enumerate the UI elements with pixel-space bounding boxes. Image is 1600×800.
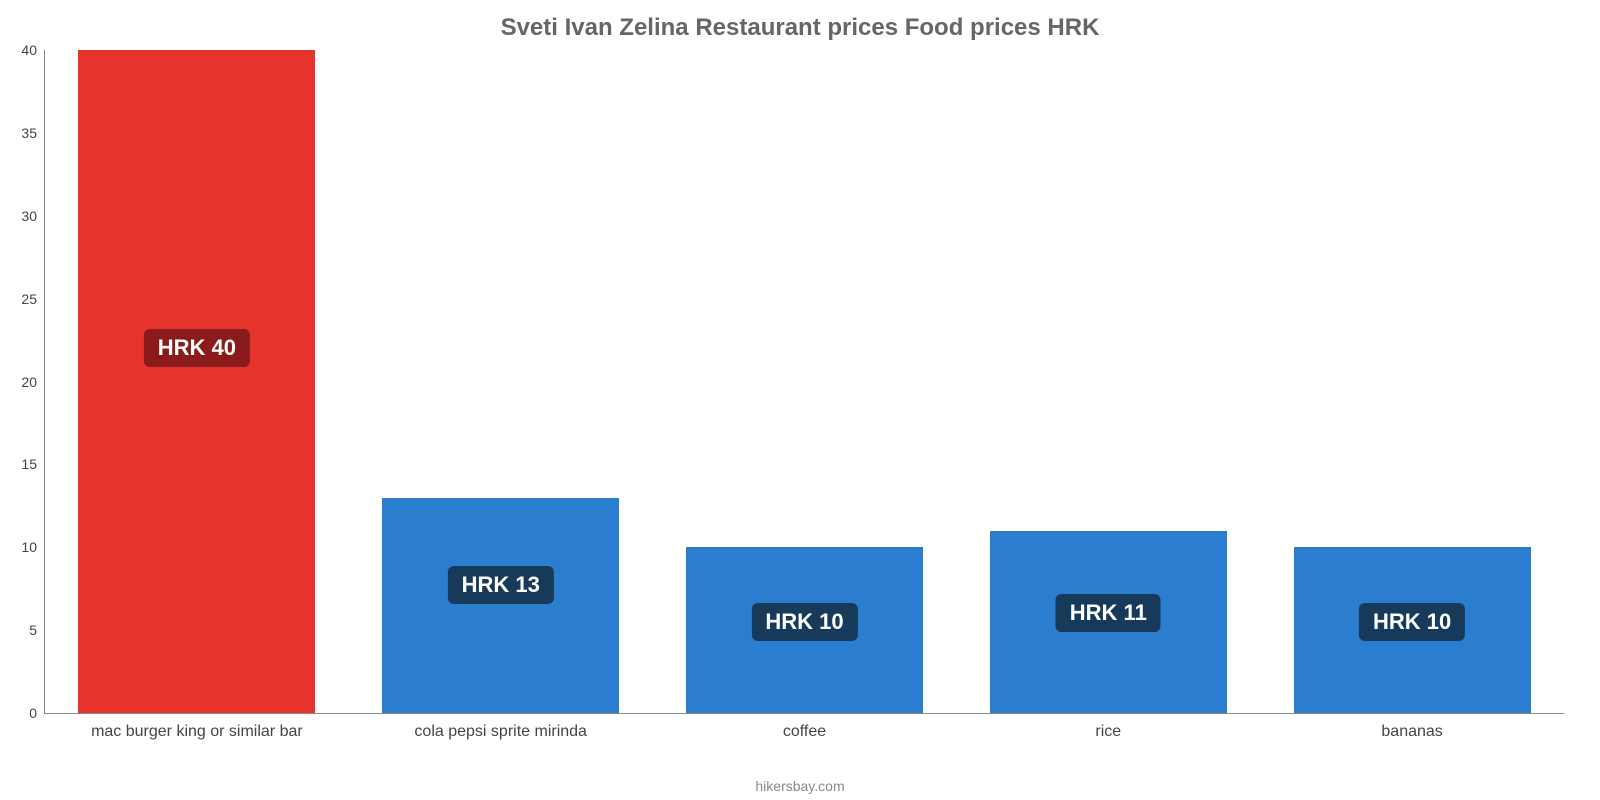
y-tick-label: 35 — [21, 125, 45, 141]
y-tick-label: 10 — [21, 539, 45, 555]
category-label: cola pepsi sprite mirinda — [414, 713, 587, 741]
value-badge: HRK 11 — [1056, 594, 1161, 632]
value-badge: HRK 10 — [1359, 603, 1465, 641]
y-tick-label: 15 — [21, 456, 45, 472]
y-tick-label: 20 — [21, 374, 45, 390]
chart-title: Sveti Ivan Zelina Restaurant prices Food… — [0, 14, 1600, 42]
y-tick-label: 40 — [21, 42, 45, 58]
category-label: rice — [1095, 713, 1121, 741]
category-label: mac burger king or similar bar — [91, 713, 303, 741]
chart-footer: hikersbay.com — [0, 778, 1600, 794]
plot-area: 0510152025303540mac burger king or simil… — [44, 50, 1564, 714]
value-badge: HRK 10 — [751, 603, 857, 641]
chart-bar — [382, 498, 619, 713]
category-label: bananas — [1381, 713, 1442, 741]
value-badge: HRK 13 — [448, 566, 554, 604]
y-tick-label: 25 — [21, 291, 45, 307]
chart-bar — [78, 50, 315, 713]
y-tick-label: 5 — [29, 622, 45, 638]
y-tick-label: 0 — [29, 705, 45, 721]
value-badge: HRK 40 — [144, 329, 250, 367]
category-label: coffee — [783, 713, 826, 741]
chart-container: Sveti Ivan Zelina Restaurant prices Food… — [0, 0, 1600, 800]
y-tick-label: 30 — [21, 208, 45, 224]
